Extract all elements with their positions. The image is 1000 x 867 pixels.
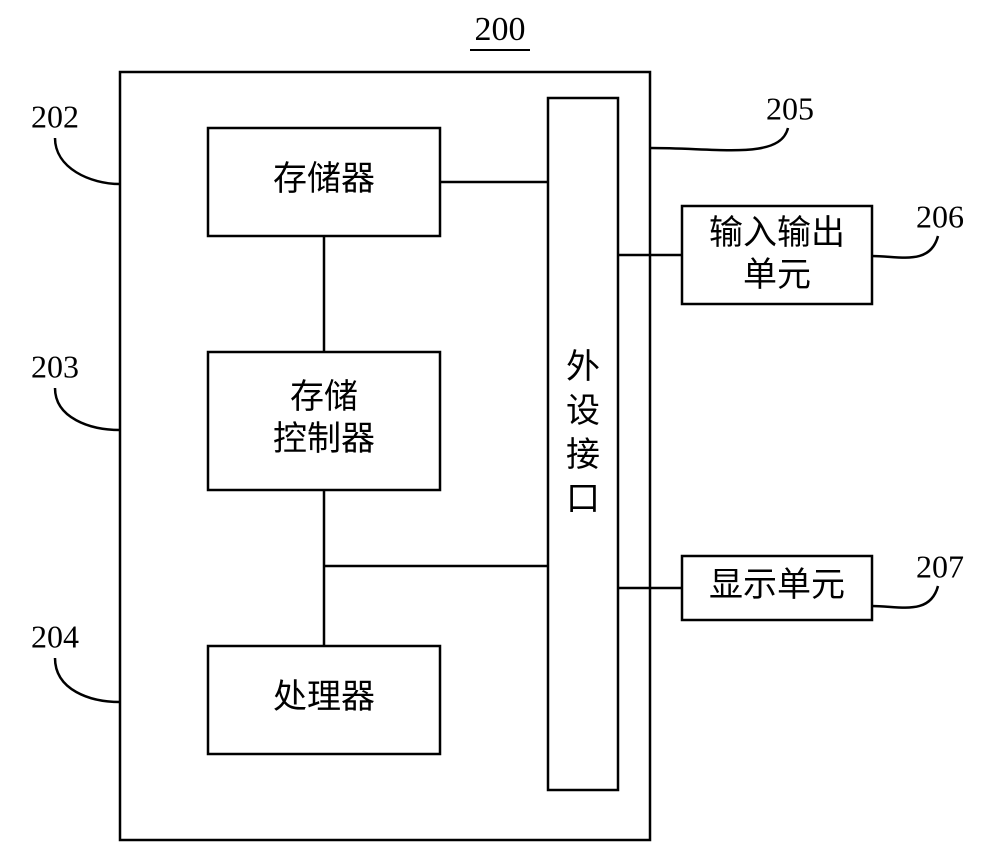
io-unit-label-1: 单元 bbox=[743, 257, 811, 294]
memory-controller-label-0: 存储 bbox=[290, 378, 358, 416]
leader-207 bbox=[872, 586, 938, 608]
processor-label: 处理器 bbox=[273, 679, 375, 716]
ref-202: 202 bbox=[31, 98, 79, 134]
ref-205: 205 bbox=[766, 90, 814, 126]
leader-206 bbox=[872, 236, 938, 258]
peripheral-interface-label-0: 外 bbox=[566, 348, 600, 386]
ref-203: 203 bbox=[31, 348, 79, 384]
leader-202 bbox=[55, 138, 120, 184]
peripheral-interface-label-1: 设 bbox=[566, 393, 600, 430]
ref-206: 206 bbox=[916, 198, 964, 234]
io-unit-label-0: 输入输出 bbox=[709, 214, 845, 252]
ref-204: 204 bbox=[31, 618, 79, 654]
diagram-svg: 200 存储器存储控制器处理器 外设接口 输入输出单元显示单元 202 203 204 205… bbox=[0, 0, 1000, 867]
memory-controller-label-1: 控制器 bbox=[273, 420, 375, 458]
memory-label: 存储器 bbox=[273, 160, 375, 198]
ref-207: 207 bbox=[916, 548, 964, 584]
leader-204 bbox=[55, 658, 120, 702]
peripheral-interface-label-3: 口 bbox=[566, 481, 600, 518]
leader-205 bbox=[650, 128, 788, 150]
figure-ref-200: 200 bbox=[475, 11, 526, 48]
peripheral-interface-label-2: 接 bbox=[566, 437, 600, 474]
display-unit-label: 显示单元 bbox=[709, 567, 845, 604]
leader-203 bbox=[55, 388, 120, 430]
